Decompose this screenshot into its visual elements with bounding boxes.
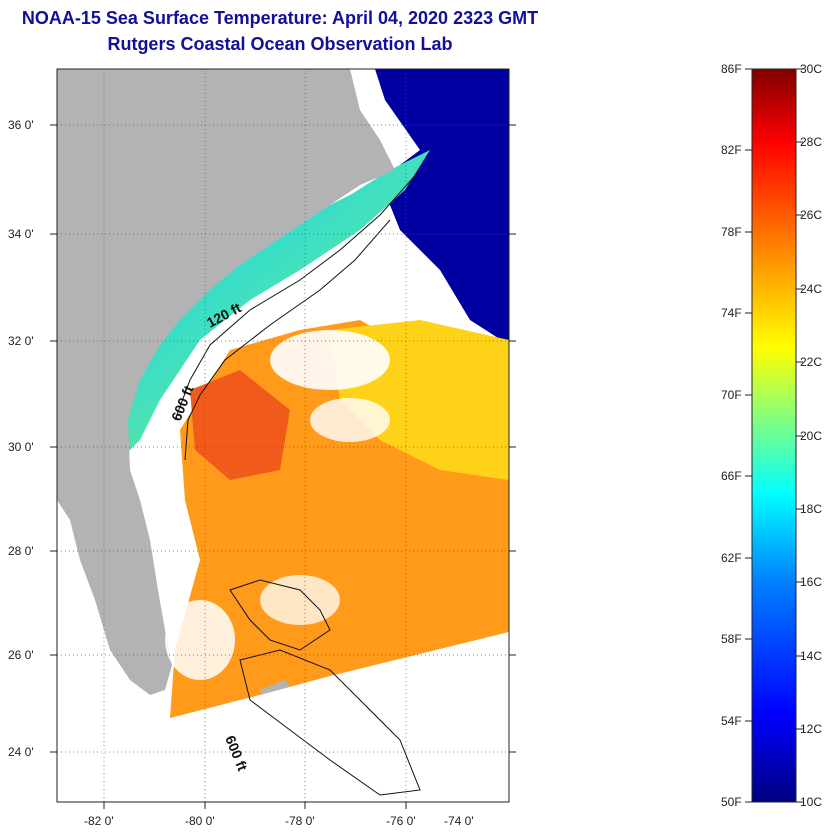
lat-label: 30 0': [8, 440, 34, 454]
lat-label: 36 0': [8, 118, 34, 132]
depth-contour-bahamas: [229, 579, 331, 651]
colorbar-c-label: 24C: [800, 282, 822, 296]
cloud-patch: [270, 330, 390, 390]
depth-contour-120ft: [174, 169, 421, 421]
map-area: 120 ft 600 ft 600 ft: [57, 69, 509, 802]
cloud-patch: [260, 575, 340, 625]
lat-label: 24 0': [8, 745, 34, 759]
colorbar-ticks: [745, 68, 803, 803]
lon-label: -80 0': [185, 814, 215, 828]
map-subtitle: Rutgers Coastal Ocean Observation Lab: [107, 34, 453, 54]
land-southeast-us: [57, 69, 395, 695]
map-title: NOAA-15 Sea Surface Temperature: April 0…: [21, 8, 539, 28]
colorbar-f-label: 78F: [721, 225, 742, 239]
colorbar-f-label: 70F: [721, 388, 742, 402]
colorbar-c-label: 16C: [800, 575, 822, 589]
lon-label: -74 0': [444, 814, 474, 828]
colorbar-c-label: 30C: [800, 62, 822, 76]
map-frame: [56, 68, 510, 803]
lat-label: 28 0': [8, 544, 34, 558]
graticule: [57, 69, 509, 802]
hot-water-patch: [190, 370, 290, 480]
colorbar-f-label: 62F: [721, 551, 742, 565]
cloud-patch: [165, 600, 235, 680]
colorbar-f-label: 86F: [721, 62, 742, 76]
colorbar-c-label: 26C: [800, 208, 822, 222]
colorbar-c-label: 12C: [800, 722, 822, 736]
cold-water-region: [375, 69, 509, 345]
depth-contour-bahamas-2: [239, 649, 421, 796]
lat-label: 34 0': [8, 227, 34, 241]
cloud-patch: [310, 398, 390, 442]
colorbar-f-label: 58F: [721, 632, 742, 646]
colorbar-c-label: 22C: [800, 355, 822, 369]
lon-label: -76 0': [386, 814, 416, 828]
colorbar-c-label: 10C: [800, 795, 822, 809]
colorbar-f-label: 66F: [721, 469, 742, 483]
lon-label: -82 0': [84, 814, 114, 828]
colorbar-f-label: 50F: [721, 795, 742, 809]
colorbar-f-label: 74F: [721, 306, 742, 320]
colorbar-c-label: 28C: [800, 135, 822, 149]
lon-label: -78 0': [285, 814, 315, 828]
nearshore-water-band: [57, 150, 430, 460]
colorbar-f-label: 82F: [721, 143, 742, 157]
colorbar-c-label: 18C: [800, 502, 822, 516]
axis-ticks: [50, 124, 516, 809]
colorbar-f-label: 54F: [721, 714, 742, 728]
colorbar: [751, 68, 797, 803]
no-data-region: [57, 632, 509, 802]
lat-label: 26 0': [8, 648, 34, 662]
depth-contour-600ft: [184, 219, 391, 461]
lat-label: 32 0': [8, 334, 34, 348]
colorbar-c-label: 20C: [800, 429, 822, 443]
colorbar-c-label: 14C: [800, 649, 822, 663]
